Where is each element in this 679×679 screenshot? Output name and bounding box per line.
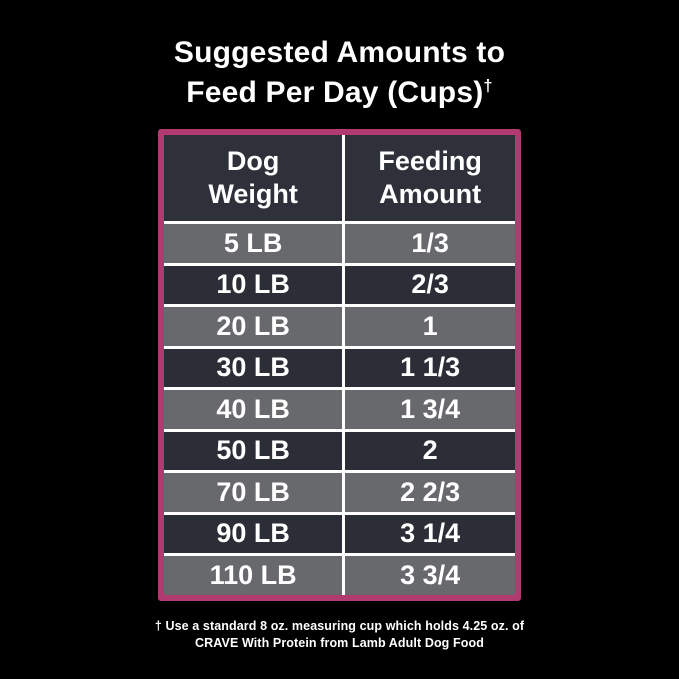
table-row: 20 LB 1 bbox=[164, 307, 515, 346]
header-feeding-amount: Feeding Amount bbox=[345, 135, 515, 221]
amount-cell: 2/3 bbox=[345, 265, 515, 304]
amount-cell: 2 2/3 bbox=[345, 473, 515, 512]
weight-cell: 5 LB bbox=[164, 224, 343, 263]
weight-cell: 40 LB bbox=[164, 390, 343, 429]
feeding-table: Dog Weight Feeding Amount 5 LB 1/3 10 LB… bbox=[158, 129, 521, 601]
weight-cell: 50 LB bbox=[164, 431, 343, 470]
table-row: 50 LB 2 bbox=[164, 431, 515, 470]
dagger-symbol: † bbox=[483, 77, 493, 95]
table-row: 110 LB 3 3/4 bbox=[164, 556, 515, 595]
amount-cell: 1 3/4 bbox=[345, 390, 515, 429]
table-row: 70 LB 2 2/3 bbox=[164, 473, 515, 512]
table-header-row: Dog Weight Feeding Amount bbox=[164, 135, 515, 221]
table-row: 30 LB 1 1/3 bbox=[164, 348, 515, 387]
table-row: 90 LB 3 1/4 bbox=[164, 514, 515, 553]
weight-cell: 10 LB bbox=[164, 265, 343, 304]
amount-cell: 2 bbox=[345, 431, 515, 470]
amount-cell: 1/3 bbox=[345, 224, 515, 263]
weight-cell: 70 LB bbox=[164, 473, 343, 512]
title-line-2: Feed Per Day (Cups)† bbox=[186, 76, 493, 109]
weight-cell: 30 LB bbox=[164, 348, 343, 387]
footnote: † Use a standard 8 oz. measuring cup whi… bbox=[154, 618, 525, 650]
table-row: 5 LB 1/3 bbox=[164, 224, 515, 263]
amount-cell: 3 1/4 bbox=[345, 514, 515, 553]
amount-cell: 1 bbox=[345, 307, 515, 346]
amount-cell: 3 3/4 bbox=[345, 556, 515, 595]
amount-cell: 1 1/3 bbox=[345, 348, 515, 387]
page-title: Suggested Amounts to Feed Per Day (Cups)… bbox=[174, 33, 505, 113]
title-line-1: Suggested Amounts to bbox=[173, 36, 506, 69]
weight-cell: 90 LB bbox=[164, 514, 343, 553]
table-row: 10 LB 2/3 bbox=[164, 265, 515, 304]
weight-cell: 110 LB bbox=[164, 556, 343, 595]
weight-cell: 20 LB bbox=[164, 307, 343, 346]
table-row: 40 LB 1 3/4 bbox=[164, 390, 515, 429]
header-dog-weight: Dog Weight bbox=[164, 135, 343, 221]
